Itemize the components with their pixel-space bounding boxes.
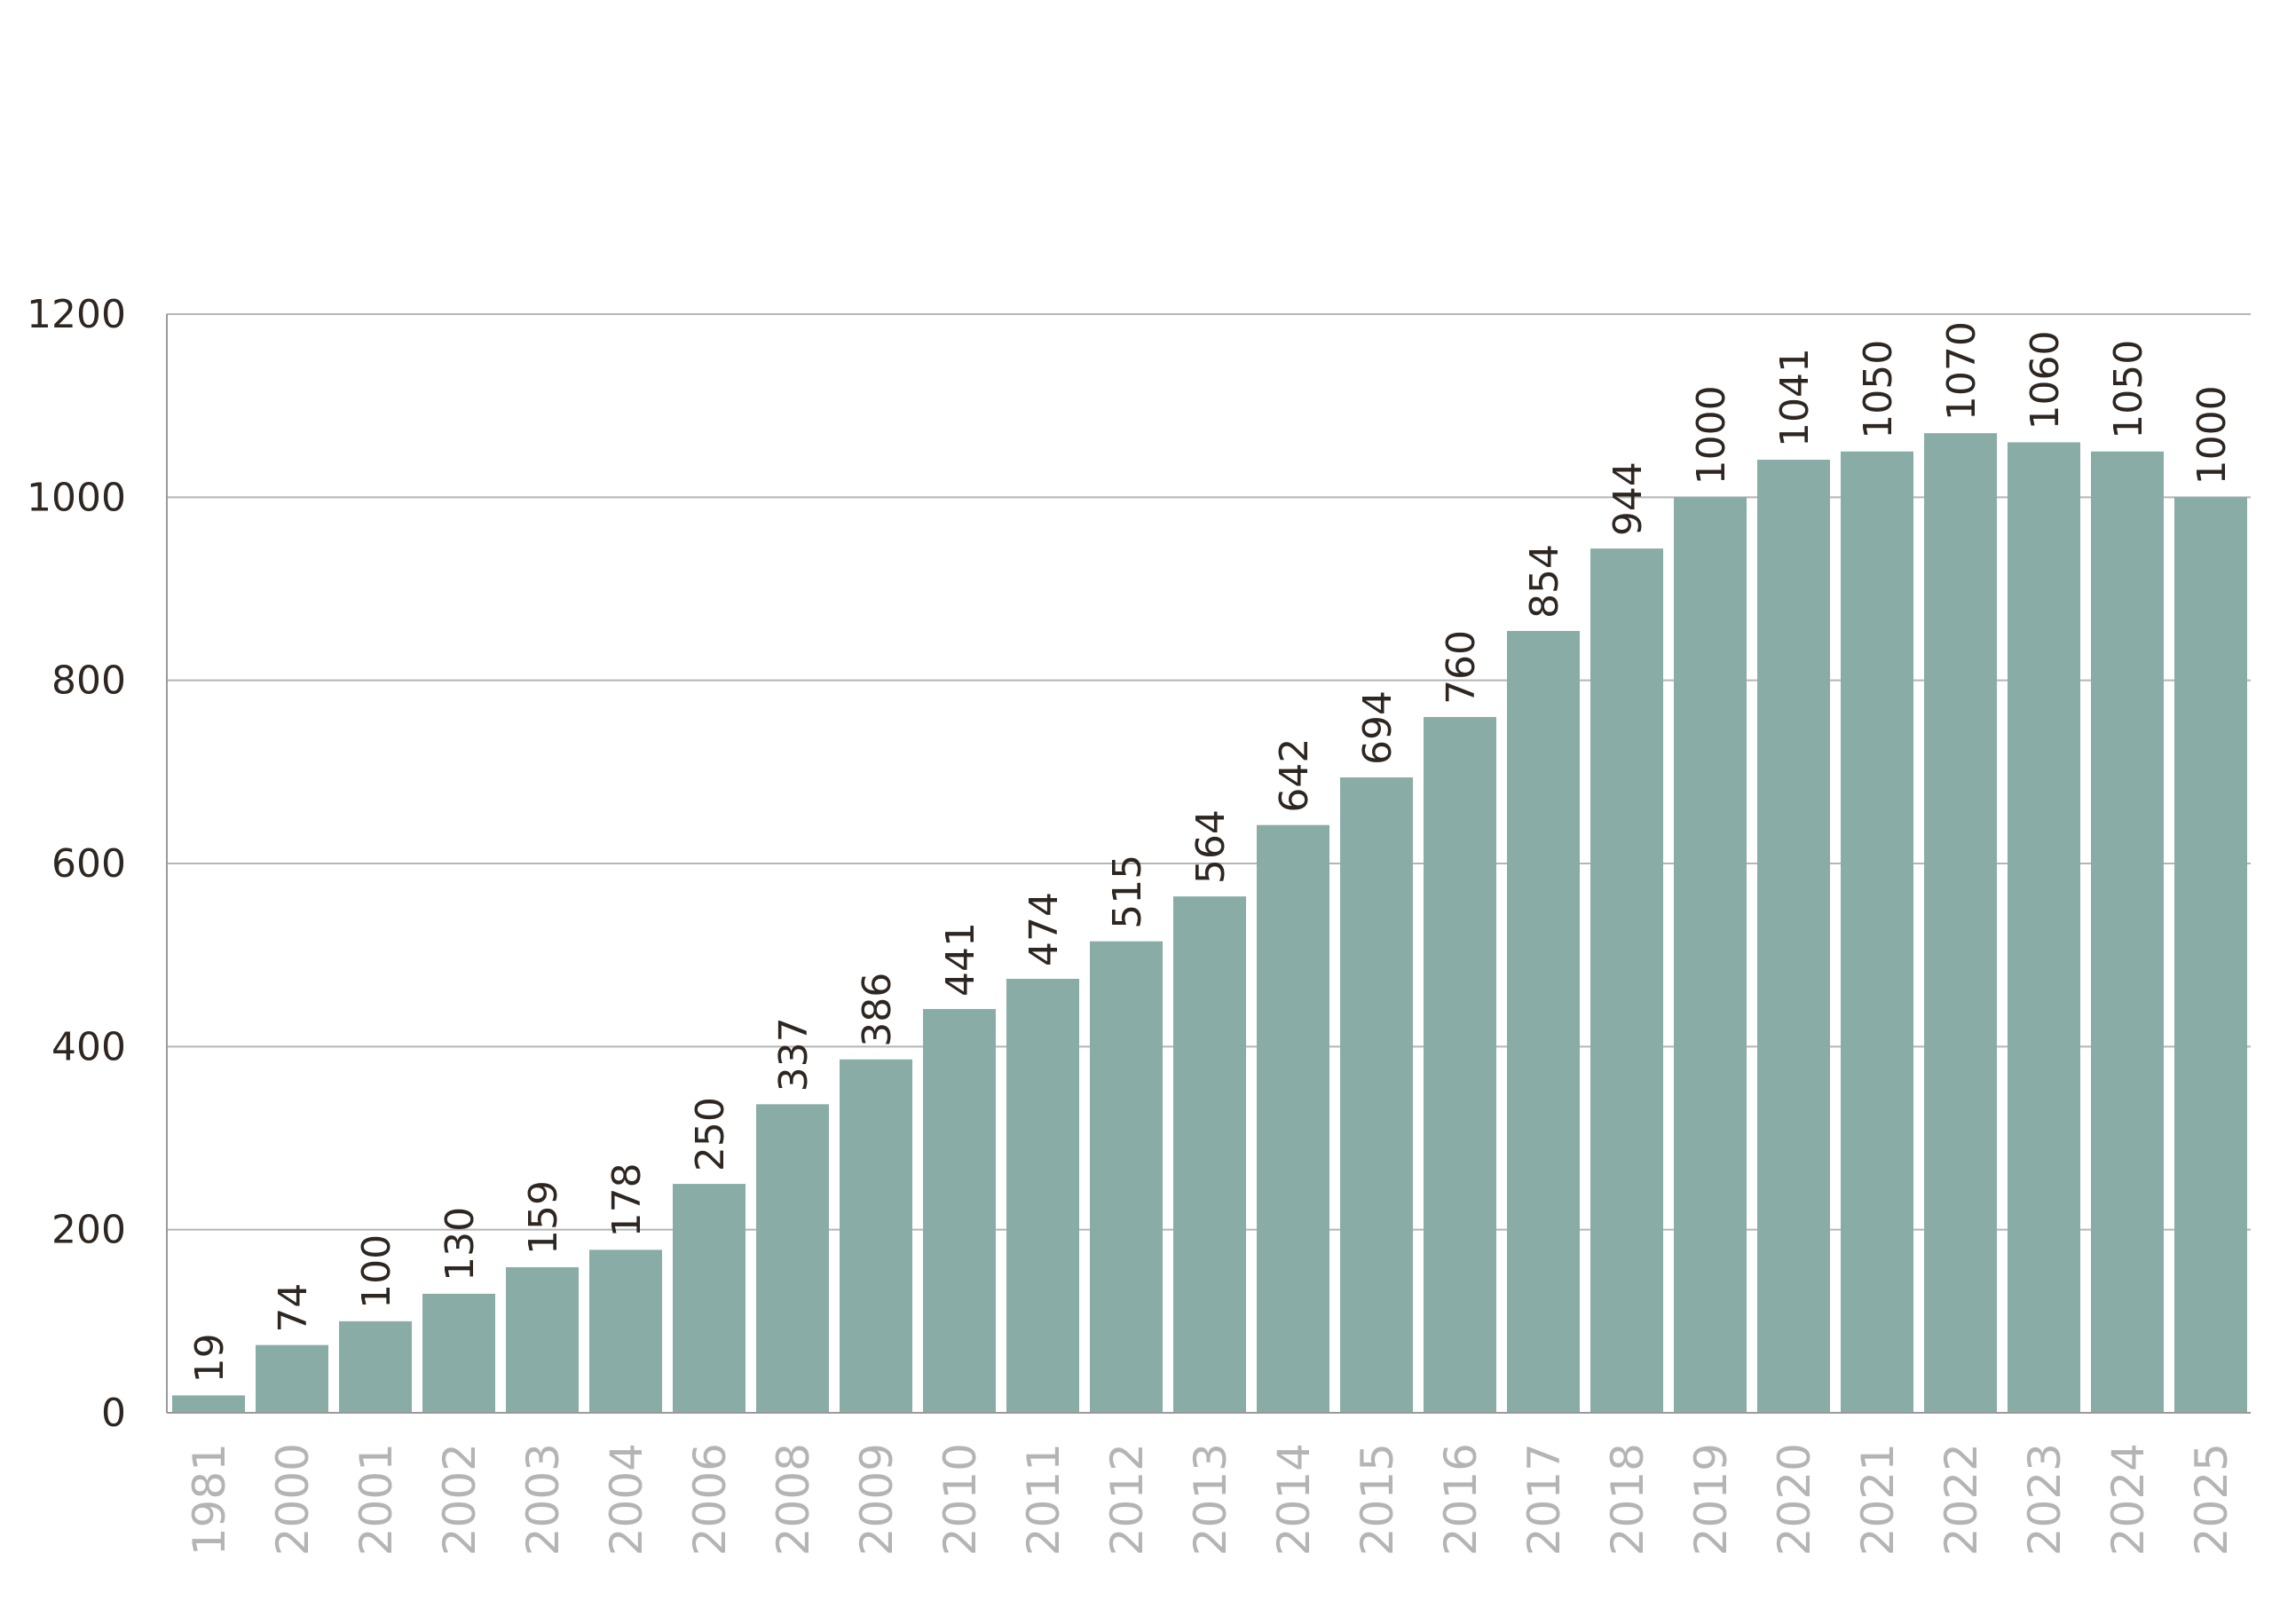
bar [756, 1104, 829, 1413]
bar [2008, 442, 2080, 1413]
y-tick-label: 600 [51, 841, 126, 887]
x-tick-label: 2013 [1185, 1443, 1236, 1556]
data-label: 1050 [1856, 340, 1901, 439]
data-label: 854 [1522, 544, 1567, 619]
data-label: 441 [938, 922, 983, 997]
bar [506, 1266, 579, 1413]
bar [673, 1184, 746, 1413]
bar [2174, 497, 2247, 1414]
x-tick-label: 2003 [517, 1443, 569, 1556]
x-tick-label: 2018 [1602, 1443, 1653, 1556]
y-tick-label: 0 [101, 1391, 126, 1436]
data-label: 564 [1188, 809, 1234, 884]
data-label: 159 [521, 1180, 566, 1255]
bar [1507, 630, 1580, 1413]
x-tick-label: 2000 [267, 1443, 319, 1556]
data-label: 19 [187, 1333, 233, 1383]
data-label: 944 [1605, 461, 1651, 536]
x-tick-label: 2014 [1268, 1443, 1320, 1556]
y-tick-label: 1000 [27, 475, 126, 520]
x-tick-label: 2023 [2019, 1443, 2071, 1556]
x-tick-label: 2016 [1435, 1443, 1487, 1556]
bar [422, 1293, 495, 1413]
bar [172, 1395, 245, 1413]
x-tick-label: 2009 [851, 1443, 903, 1556]
x-tick-label: 2021 [1852, 1443, 1904, 1556]
bar [1340, 777, 1413, 1413]
bar [1924, 433, 1997, 1413]
x-tick-label: 2008 [768, 1443, 819, 1556]
data-label: 386 [855, 973, 900, 1047]
bar [1006, 978, 1079, 1413]
x-tick-label: 2011 [1018, 1443, 1069, 1556]
bar [840, 1059, 912, 1413]
bar [2091, 451, 2164, 1413]
bar [1257, 824, 1329, 1413]
x-tick-labels: 1981 2000 2001 2002 2003 2004 2006 2008 2009 2010… [184, 1443, 2237, 1556]
x-tick-label: 2001 [351, 1443, 402, 1556]
data-label: 515 [1105, 855, 1150, 929]
x-tick-label: 2010 [935, 1443, 986, 1556]
y-tick-labels: 0 200 400 600 800 1000 1200 [27, 292, 126, 1436]
x-tick-label: 2025 [2186, 1443, 2237, 1556]
x-tick-label: 2024 [2102, 1443, 2154, 1556]
y-tick-label: 400 [51, 1024, 126, 1069]
x-tick-label: 2012 [1101, 1443, 1153, 1556]
data-label: 1000 [1689, 385, 1734, 485]
bar [1424, 716, 1496, 1413]
bar [1090, 941, 1163, 1413]
y-tick-label: 200 [51, 1208, 126, 1253]
data-label: 100 [354, 1234, 399, 1309]
x-tick-label: 2017 [1519, 1443, 1570, 1556]
data-label: 337 [771, 1017, 816, 1092]
bar [1173, 896, 1246, 1413]
bars [172, 433, 2247, 1414]
data-label: 1050 [2106, 340, 2151, 439]
data-label: 1041 [1772, 348, 1818, 447]
data-label: 1060 [2023, 330, 2068, 430]
bar [256, 1344, 328, 1413]
data-label: 694 [1355, 690, 1400, 765]
bar [1674, 497, 1747, 1414]
x-tick-label: 2020 [1769, 1443, 1820, 1556]
bar [339, 1320, 412, 1413]
y-tick-label: 800 [51, 658, 126, 704]
bar [923, 1009, 996, 1413]
y-tick-label: 1200 [27, 292, 126, 337]
data-label: 130 [438, 1207, 483, 1281]
data-label: 250 [688, 1097, 733, 1171]
bar [1590, 548, 1663, 1413]
data-labels: 19 74 100 130 159 178 250 337 386 441 474 515 564 642… [187, 321, 2235, 1383]
data-label: 474 [1022, 892, 1067, 966]
axes [166, 314, 2251, 1414]
data-label: 1070 [1939, 321, 1984, 421]
x-tick-label: 2002 [434, 1443, 485, 1556]
bar [1757, 460, 1830, 1414]
x-tick-label: 2004 [601, 1443, 652, 1556]
x-tick-label: 2015 [1352, 1443, 1403, 1556]
data-label: 1000 [2189, 385, 2235, 485]
x-tick-label: 2022 [1936, 1443, 1987, 1556]
x-tick-label: 2006 [684, 1443, 736, 1556]
x-tick-label: 1981 [184, 1443, 235, 1556]
data-label: 760 [1439, 630, 1484, 705]
x-tick-label: 2019 [1685, 1443, 1737, 1556]
data-label: 74 [271, 1283, 316, 1333]
data-label: 178 [604, 1163, 650, 1237]
bar [589, 1250, 662, 1413]
bar [1841, 451, 1913, 1413]
data-label: 642 [1272, 738, 1317, 813]
